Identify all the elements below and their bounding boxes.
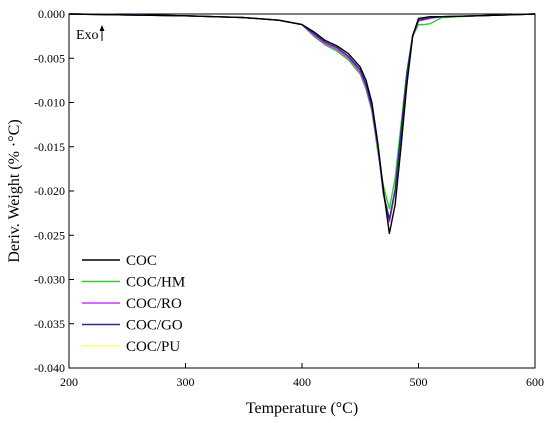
y-tick-label: -0.040 [34,361,65,375]
series-line-coc [68,13,536,235]
x-tick-label: 400 [293,375,311,389]
legend-label: COC/GO [126,318,183,334]
y-axis-label: Deriv. Weight (% ·°C) [6,119,23,262]
legend-label: COC/RO [126,296,182,312]
legend-label: COC/PU [126,339,180,355]
legend-label: COC/HM [126,275,185,291]
series-line-coc-pu [68,13,536,221]
series-line-coc-hm [68,13,536,210]
y-tick-label: -0.015 [34,140,65,154]
y-tick-label: -0.025 [34,228,65,242]
exo-arrowhead [99,25,105,31]
y-tick-label: -0.030 [34,273,65,287]
x-tick-label: 200 [60,375,78,389]
y-tick-label: -0.020 [34,184,65,198]
series-lines [68,13,536,235]
ticks: 200 300 400 500 600 0.000 -0.005 -0.010 -0.015 -0… [34,7,544,389]
exo-label: Exo [76,28,99,43]
y-tick-label: -0.005 [34,51,65,65]
y-tick-label: 0.000 [38,7,65,21]
x-tick-label: 600 [526,375,544,389]
legend-label: COC [126,253,157,269]
series-line-coc-go [68,13,536,221]
y-tick-label: -0.010 [34,96,65,110]
plot-frame [68,13,536,369]
x-axis-label: Temperature (°C) [246,400,358,417]
exo-annotation: Exo [76,25,105,43]
x-tick-label: 500 [410,375,428,389]
legend: COC COC/HM COC/RO COC/GO COC/PU [82,253,185,355]
y-tick-label: -0.035 [34,317,65,331]
series-line-coc-ro [68,13,536,223]
x-tick-label: 300 [177,375,195,389]
